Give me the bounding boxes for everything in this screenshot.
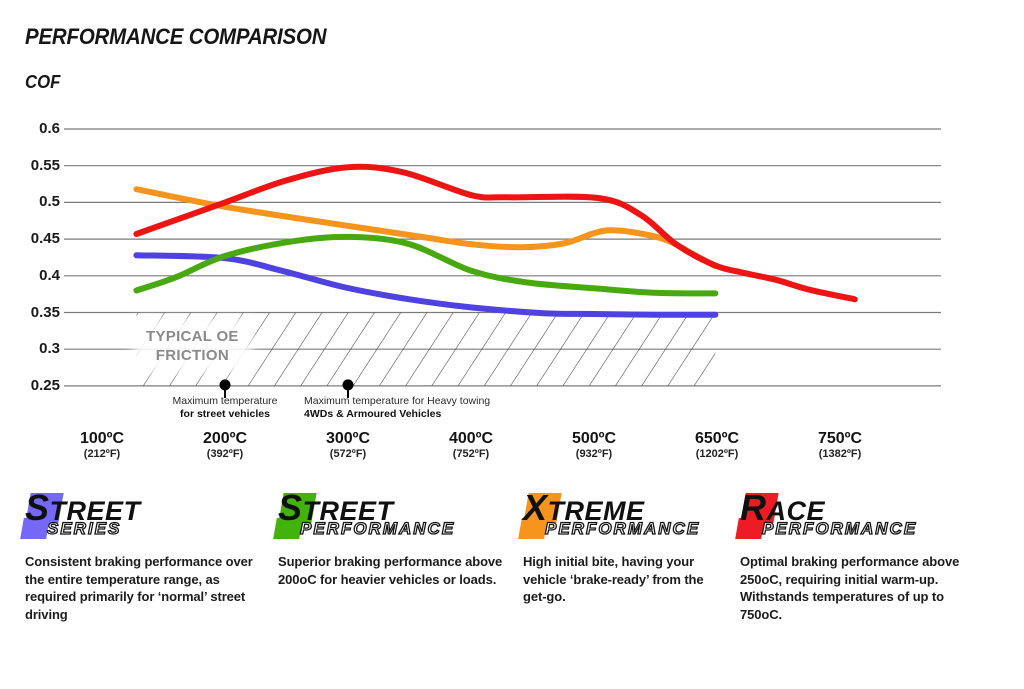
logo-word2: PERFORMANCE <box>761 518 918 538</box>
y-tick-label: 0.5 <box>39 193 60 210</box>
y-tick-label: 0.6 <box>39 120 60 137</box>
legend-description: Superior braking performance above 200oC… <box>278 554 503 587</box>
x-tick-500c: 500ºC (932ºF) <box>571 430 617 460</box>
x-tick-400c: 400ºC (752ºF) <box>448 430 494 460</box>
max-temp-street-label: Maximum temperature for street vehicles <box>172 394 278 420</box>
street-performance-logo: STREET PERFORMANCE <box>273 490 508 544</box>
max-temp-marker-dot <box>342 379 354 391</box>
y-tick-label: 0.25 <box>30 377 60 394</box>
max-temp-marker-dot <box>219 379 231 391</box>
logo-big-letter: R <box>740 487 767 528</box>
street-series-logo: STREET SERIES <box>20 490 263 544</box>
x-tick-300c: 300ºC (572ºF) <box>325 430 371 460</box>
line-street-performance <box>133 233 719 297</box>
logo-word-rest: TREME <box>547 496 645 526</box>
line-race-performance <box>133 163 858 303</box>
oe-label-line2: FRICTION <box>155 347 229 364</box>
max-temp-towing-label: Maximum temperature for Heavy towing 4WD… <box>304 394 491 420</box>
xtreme-performance-logo: XTREME PERFORMANCE <box>518 490 725 544</box>
logo-word-rest: ACE <box>766 496 826 526</box>
cof-line-chart <box>64 128 941 398</box>
logo-word-rest: TREET <box>49 496 141 526</box>
logo-word-rest: TREET <box>302 496 394 526</box>
x-tick-750c: 750ºC (1382ºF) <box>817 430 863 460</box>
y-tick-label: 0.35 <box>30 304 60 321</box>
typical-oe-friction-label: TYPICAL OE FRICTION <box>140 326 245 366</box>
oe-label-line1: TYPICAL OE <box>146 328 239 345</box>
logo-big-letter: S <box>278 487 303 528</box>
x-tick-650c: 650ºC (1202ºF) <box>694 430 740 460</box>
y-tick-label: 0.4 <box>39 267 60 284</box>
x-tick-100c: 100ºC (212ºF) <box>79 430 125 460</box>
y-tick-label: 0.45 <box>30 230 60 247</box>
legend-street-performance: STREET PERFORMANCE Superior braking perf… <box>273 490 508 623</box>
logo-word2: PERFORMANCE <box>299 518 456 538</box>
race-performance-logo: RACE PERFORMANCE <box>735 490 975 544</box>
x-tick-200c: 200ºC (392ºF) <box>202 430 248 460</box>
logo-word2: PERFORMANCE <box>544 518 701 538</box>
y-tick-label: 0.3 <box>39 340 60 357</box>
page-title: PERFORMANCE COMPARISON <box>25 24 327 49</box>
legend-race-performance: RACE PERFORMANCE Optimal braking perform… <box>735 490 975 623</box>
legend-description: Optimal braking performance above 250oC,… <box>740 554 960 622</box>
logo-big-letter: S <box>25 487 50 528</box>
y-tick-label: 0.55 <box>30 157 60 174</box>
logo-word2: SERIES <box>46 518 122 538</box>
legend-street-series: STREET SERIES Consistent braking perform… <box>20 490 263 623</box>
logo-big-letter: X <box>523 487 548 528</box>
y-axis-title: COF <box>25 72 61 92</box>
legend-xtreme-performance: XTREME PERFORMANCE High initial bite, ha… <box>518 490 725 623</box>
legend-description: Consistent braking performance over the … <box>25 554 253 622</box>
legend: STREET SERIES Consistent braking perform… <box>20 490 999 623</box>
legend-description: High initial bite, having your vehicle ‘… <box>523 554 704 604</box>
line-street-series <box>133 252 719 318</box>
